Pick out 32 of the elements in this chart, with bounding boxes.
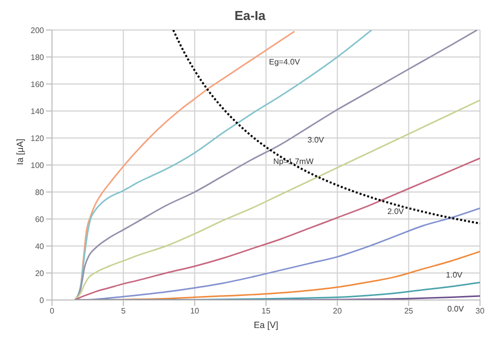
x-tick-label: 0 <box>50 306 55 316</box>
y-tick-label: 120 <box>30 134 45 143</box>
y-tick-label: 60 <box>35 214 45 224</box>
x-axis-title: Ea [V] <box>254 320 278 330</box>
annotation: 2.0V <box>387 207 405 216</box>
y-tick-label: 100 <box>30 160 45 170</box>
line-series <box>74 158 480 300</box>
y-axis-title: Ia [μA] <box>15 138 26 165</box>
annotation: Eg=4.0V <box>269 57 301 66</box>
line-series <box>74 99 480 300</box>
x-tick-label: 20 <box>332 306 342 316</box>
x-tick-label: 10 <box>190 306 200 316</box>
x-tick-label: 5 <box>121 306 126 316</box>
y-tick-label: 0 <box>40 296 45 305</box>
y-tick-label: 40 <box>35 242 45 251</box>
x-tick-label: 15 <box>262 306 271 316</box>
line-series <box>74 282 480 300</box>
y-tick-label: 140 <box>30 106 45 116</box>
line-series <box>172 30 480 224</box>
x-tick-label: 30 <box>476 306 485 316</box>
line-series <box>74 30 372 300</box>
annotation: 0.0V <box>447 304 464 314</box>
annotation: 1.0V <box>446 270 464 280</box>
y-tick-label: 160 <box>30 80 45 89</box>
y-tick-label: 180 <box>30 52 45 62</box>
x-tick-label: 25 <box>404 306 414 316</box>
y-tick-label: 200 <box>30 26 45 35</box>
annotation: 3.0V <box>308 136 325 145</box>
line-series <box>74 30 478 300</box>
chart-title: Ea-Ia <box>233 8 267 25</box>
y-tick-label: 20 <box>35 268 45 278</box>
y-tick-label: 80 <box>35 188 45 197</box>
